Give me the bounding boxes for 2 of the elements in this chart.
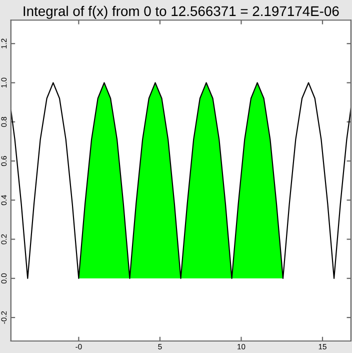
chart-title: Integral of f(x) from 0 to 12.566371 = 2.197174E-06 <box>24 6 339 19</box>
line-series <box>10 82 351 279</box>
